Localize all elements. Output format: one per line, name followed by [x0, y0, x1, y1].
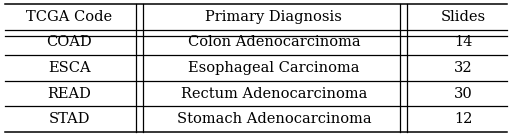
Text: READ: READ [47, 87, 91, 101]
Text: TCGA Code: TCGA Code [26, 10, 112, 24]
Text: 14: 14 [454, 35, 473, 49]
Text: STAD: STAD [48, 112, 90, 126]
Text: ESCA: ESCA [48, 61, 91, 75]
Text: 32: 32 [454, 61, 473, 75]
Text: 30: 30 [454, 87, 473, 101]
Text: Stomach Adenocarcinoma: Stomach Adenocarcinoma [177, 112, 371, 126]
Text: 12: 12 [454, 112, 473, 126]
Text: Slides: Slides [441, 10, 486, 24]
Text: Esophageal Carcinoma: Esophageal Carcinoma [188, 61, 359, 75]
Text: Primary Diagnosis: Primary Diagnosis [205, 10, 343, 24]
Text: COAD: COAD [46, 35, 92, 49]
Text: Colon Adenocarcinoma: Colon Adenocarcinoma [187, 35, 360, 49]
Text: Rectum Adenocarcinoma: Rectum Adenocarcinoma [181, 87, 367, 101]
